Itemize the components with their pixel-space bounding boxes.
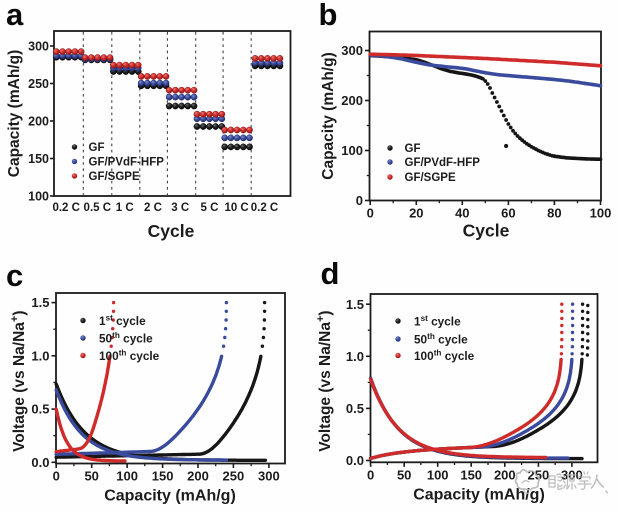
svg-text:Cycle: Cycle: [463, 221, 510, 241]
svg-text:2 C: 2 C: [144, 202, 162, 214]
svg-text:3 C: 3 C: [171, 202, 189, 214]
svg-text:50: 50: [84, 469, 98, 484]
svg-text:Voltage (vs Na/Na+): Voltage (vs Na/Na+): [9, 310, 28, 451]
svg-text:d: d: [321, 256, 340, 291]
svg-text:1.0: 1.0: [346, 349, 364, 364]
svg-text:Capacity (mAh/g): Capacity (mAh/g): [104, 488, 236, 505]
svg-text:b: b: [319, 0, 338, 32]
svg-text:300: 300: [341, 43, 363, 58]
svg-text:200: 200: [28, 114, 49, 128]
svg-text:150: 150: [28, 152, 49, 166]
svg-text:250: 250: [223, 469, 245, 484]
svg-text:c: c: [6, 258, 23, 293]
svg-text:250: 250: [28, 77, 49, 91]
svg-text:GF: GF: [405, 143, 421, 155]
svg-text:GF/PVdF-HFP: GF/PVdF-HFP: [89, 157, 165, 169]
svg-text:0.5: 0.5: [31, 402, 49, 417]
svg-text:GF/SGPE: GF/SGPE: [89, 171, 140, 183]
svg-text:0.5 C: 0.5 C: [84, 202, 112, 214]
svg-text:Capacity (mAh/g): Capacity (mAh/g): [6, 50, 23, 177]
svg-text:50th cycle: 50th cycle: [99, 331, 153, 345]
svg-text:GF/PVdF-HFP: GF/PVdF-HFP: [405, 157, 481, 169]
svg-text:150: 150: [152, 469, 174, 484]
svg-text:1.5: 1.5: [346, 297, 364, 312]
svg-text:300: 300: [258, 469, 280, 484]
svg-text:Capacity (mAh/g): Capacity (mAh/g): [413, 486, 545, 503]
svg-text:0.2 C: 0.2 C: [52, 202, 80, 214]
svg-text:100th cycle: 100th cycle: [99, 349, 160, 363]
svg-text:0.0: 0.0: [31, 455, 49, 470]
svg-text:100: 100: [116, 469, 138, 484]
svg-text:100th cycle: 100th cycle: [414, 349, 475, 363]
svg-text:20: 20: [409, 206, 423, 221]
svg-text:0.5: 0.5: [346, 401, 364, 416]
svg-text:Cycle: Cycle: [148, 221, 195, 241]
svg-text:50: 50: [397, 467, 411, 482]
svg-text:200: 200: [187, 469, 209, 484]
svg-text:300: 300: [28, 39, 49, 53]
svg-text:200: 200: [341, 93, 363, 108]
svg-text:0.2 C: 0.2 C: [251, 202, 279, 214]
svg-text:50th cycle: 50th cycle: [414, 332, 468, 346]
svg-text:Voltage (vs Na/Na+): Voltage (vs Na/Na+): [315, 310, 334, 451]
svg-text:80: 80: [547, 206, 561, 221]
svg-text:GF/SGPE: GF/SGPE: [405, 172, 456, 184]
svg-text:GF: GF: [89, 142, 105, 154]
svg-text:100: 100: [28, 189, 49, 203]
svg-text:100: 100: [590, 206, 612, 221]
svg-text:0: 0: [367, 467, 374, 482]
svg-text:0: 0: [356, 193, 363, 208]
svg-text:40: 40: [455, 206, 469, 221]
svg-text:200: 200: [494, 467, 516, 482]
svg-text:a: a: [6, 0, 24, 32]
svg-text:1.0: 1.0: [31, 348, 49, 363]
svg-text:5 C: 5 C: [201, 202, 219, 214]
svg-text:100: 100: [427, 467, 449, 482]
svg-text:1.5: 1.5: [31, 295, 49, 310]
svg-text:150: 150: [460, 467, 482, 482]
svg-text:0: 0: [53, 469, 60, 484]
svg-text:10 C: 10 C: [224, 202, 248, 214]
svg-text:0: 0: [367, 206, 374, 221]
svg-text:0.0: 0.0: [346, 453, 364, 468]
svg-text:1 C: 1 C: [116, 202, 134, 214]
svg-text:Capacity (mAh/g): Capacity (mAh/g): [320, 52, 337, 179]
svg-text:60: 60: [501, 206, 515, 221]
svg-text:100: 100: [341, 143, 363, 158]
